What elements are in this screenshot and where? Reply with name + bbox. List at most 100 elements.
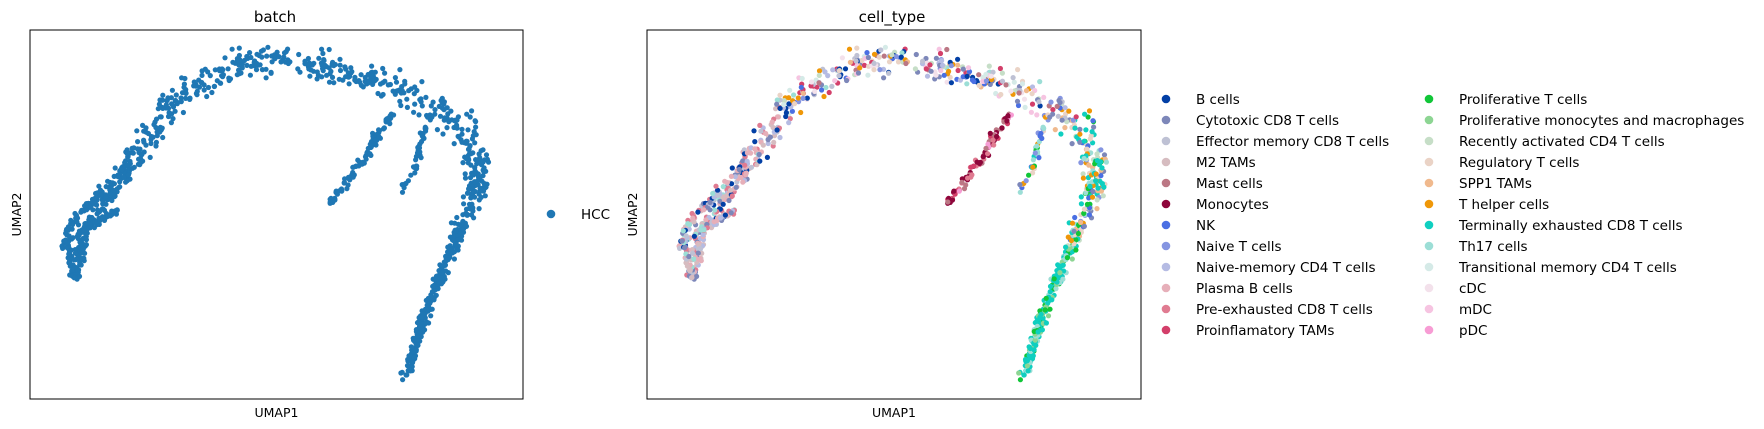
cell-type-point xyxy=(830,67,836,73)
cell-type-point xyxy=(816,72,822,78)
cell-type-point xyxy=(1037,314,1043,320)
batch-point xyxy=(403,372,409,378)
cell-type-point xyxy=(861,62,868,68)
batch-point xyxy=(412,170,418,176)
cell-type-point xyxy=(1090,140,1096,146)
batch-point xyxy=(380,65,386,72)
batch-point xyxy=(376,133,382,140)
batch-point xyxy=(398,370,404,376)
batch-point xyxy=(365,145,371,151)
panel-cell-type-frame xyxy=(646,29,1142,400)
batch-point xyxy=(153,124,159,131)
batch-point xyxy=(157,97,163,103)
batch-point xyxy=(444,105,450,111)
cell-type-point xyxy=(1073,247,1079,253)
batch-point xyxy=(124,162,131,168)
batch-point xyxy=(337,62,343,68)
batch-point xyxy=(418,155,424,161)
cell-type-point xyxy=(1017,189,1023,195)
panel-cell-type-title: cell_type xyxy=(859,8,926,27)
cell-type-point xyxy=(1010,75,1016,81)
cell-type-point xyxy=(1065,234,1071,240)
cell-type-legend-marker xyxy=(1424,262,1434,272)
cell-type-point xyxy=(684,263,691,269)
cell-type-point xyxy=(1087,136,1093,142)
batch-point xyxy=(307,73,313,79)
cell-type-point xyxy=(933,72,939,78)
batch-point xyxy=(103,184,109,190)
cell-type-point xyxy=(683,233,689,239)
batch-point xyxy=(96,183,102,189)
cell-type-point xyxy=(757,158,763,164)
cell-type-point xyxy=(836,68,843,74)
panel-batch: batch UMAP1 UMAP2 HCC xyxy=(9,8,610,420)
cell-type-legend-marker xyxy=(1161,262,1171,272)
batch-point xyxy=(411,109,417,115)
panel-batch-frame xyxy=(29,29,524,400)
batch-point xyxy=(157,127,163,133)
batch-point xyxy=(362,154,369,160)
cell-type-point xyxy=(871,67,877,73)
cell-type-point xyxy=(733,184,739,190)
batch-point xyxy=(145,130,151,137)
cell-type-point xyxy=(912,66,919,72)
batch-point xyxy=(345,182,351,188)
cell-type-point xyxy=(748,150,754,156)
cell-type-point xyxy=(1089,129,1095,135)
cell-type-legend-marker xyxy=(1161,178,1171,188)
cell-type-point xyxy=(1078,201,1084,207)
cell-type-point xyxy=(999,70,1006,76)
cell-type-point xyxy=(832,78,838,84)
cell-type-point xyxy=(816,80,822,86)
batch-point xyxy=(260,47,266,53)
batch-point xyxy=(463,206,470,212)
batch-point xyxy=(472,194,478,200)
cell-type-point xyxy=(697,245,703,252)
batch-point xyxy=(454,214,460,221)
cell-type-legend-label: Pre-exhausted CD8 T cells xyxy=(1196,302,1373,318)
cell-type-legend-marker xyxy=(1161,304,1171,314)
cell-type-point xyxy=(920,58,926,64)
cell-type-point xyxy=(1101,152,1108,158)
batch-point xyxy=(207,73,213,79)
batch-point xyxy=(352,77,358,83)
cell-type-point xyxy=(682,245,688,251)
cell-type-point xyxy=(871,60,877,66)
cell-type-point xyxy=(969,77,976,83)
batch-point xyxy=(413,157,419,163)
cell-type-point xyxy=(1098,173,1104,179)
cell-type-point xyxy=(1069,141,1075,147)
cell-type-legend-marker xyxy=(1424,136,1434,146)
cell-type-point xyxy=(777,105,783,111)
batch-point xyxy=(460,160,466,166)
cell-type-point xyxy=(1029,101,1036,107)
batch-point xyxy=(398,90,404,96)
batch-point xyxy=(358,82,364,88)
batch-point xyxy=(238,70,244,76)
batch-point xyxy=(254,51,260,57)
cell-type-point xyxy=(1064,255,1070,261)
cell-type-point xyxy=(826,89,832,96)
batch-point xyxy=(452,220,458,226)
cell-type-point xyxy=(944,46,950,53)
batch-point xyxy=(398,102,404,109)
panel-batch-title: batch xyxy=(254,8,296,26)
batch-point xyxy=(397,98,403,104)
batch-point xyxy=(98,192,104,198)
cell-type-point xyxy=(698,227,704,233)
cell-type-point xyxy=(738,174,744,180)
batch-point xyxy=(80,245,86,252)
batch-point xyxy=(278,59,284,65)
cell-type-point xyxy=(1077,126,1083,132)
batch-point xyxy=(468,162,474,168)
cell-type-point xyxy=(842,66,849,72)
batch-point xyxy=(140,158,146,164)
cell-type-point xyxy=(729,181,735,187)
cell-type-point xyxy=(677,245,683,251)
cell-type-point xyxy=(928,68,934,74)
panel-cell-type: cell_type UMAP1 UMAP2 B cells Cytotoxic C… xyxy=(625,8,1744,420)
cell-type-point xyxy=(1053,286,1059,292)
batch-point xyxy=(326,79,333,85)
cell-type-point xyxy=(690,215,696,221)
cell-type-point xyxy=(771,139,777,145)
